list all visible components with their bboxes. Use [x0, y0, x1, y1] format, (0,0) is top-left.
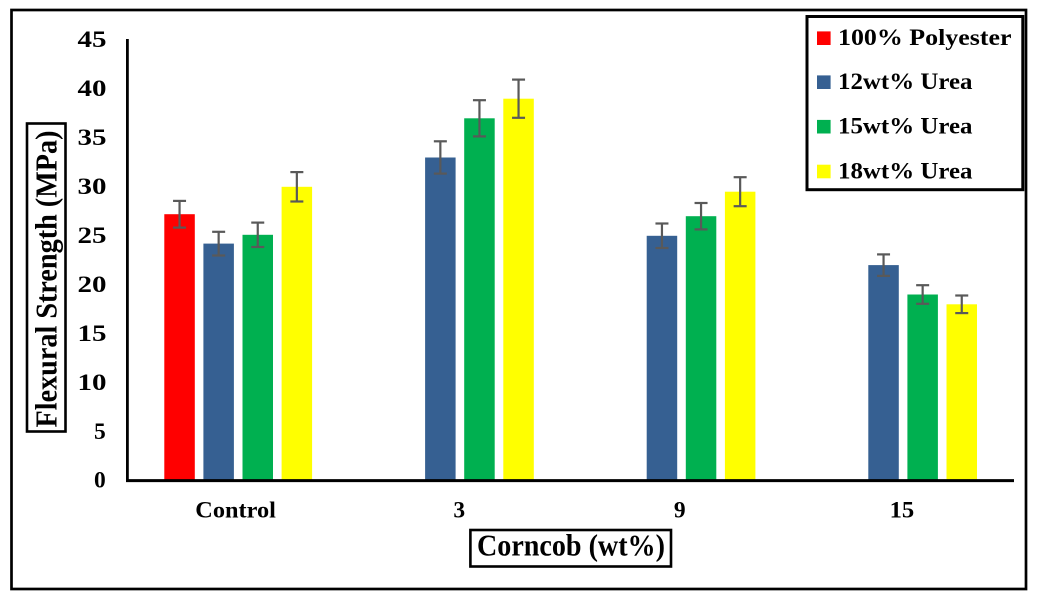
svg-text:Flexural Strength (MPa): Flexural Strength (MPa) [29, 130, 64, 427]
svg-text:3: 3 [453, 497, 465, 523]
svg-text:15: 15 [78, 321, 107, 347]
svg-text:12wt% Urea: 12wt% Urea [838, 69, 973, 94]
svg-text:10: 10 [78, 370, 107, 396]
svg-text:15: 15 [890, 497, 915, 523]
svg-text:35: 35 [78, 125, 107, 151]
svg-text:9: 9 [674, 497, 686, 523]
svg-text:40: 40 [78, 76, 107, 102]
svg-text:20: 20 [78, 272, 107, 298]
svg-text:18wt% Urea: 18wt% Urea [838, 158, 973, 183]
svg-text:15wt% Urea: 15wt% Urea [838, 114, 973, 139]
svg-text:25: 25 [78, 223, 107, 249]
svg-text:Control: Control [195, 497, 276, 523]
svg-text:30: 30 [78, 174, 107, 200]
svg-text:100% Polyester: 100% Polyester [838, 25, 1012, 50]
svg-text:45: 45 [78, 27, 107, 53]
svg-text:5: 5 [94, 419, 106, 445]
svg-text:Corncob (wt%): Corncob (wt%) [477, 528, 665, 563]
svg-text:0: 0 [94, 468, 106, 494]
